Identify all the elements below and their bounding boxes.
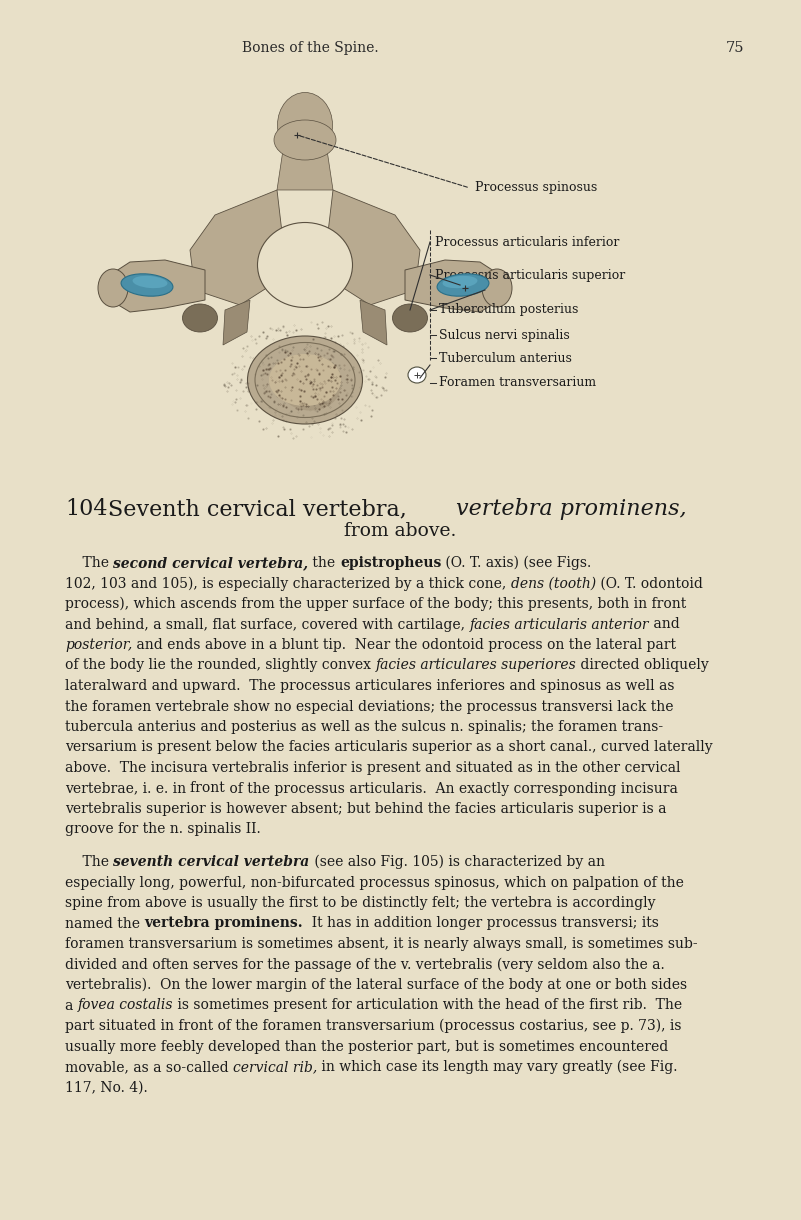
Text: It has in addition longer processus transversi; its: It has in addition longer processus tran…: [303, 916, 659, 931]
Text: process), which ascends from the upper surface of the body; this presents, both : process), which ascends from the upper s…: [65, 597, 686, 611]
Text: spine from above is usually the first to be distinctly felt; the vertebra is acc: spine from above is usually the first to…: [65, 895, 655, 910]
Text: (O. T. axis) (see Figs.: (O. T. axis) (see Figs.: [441, 556, 592, 571]
Ellipse shape: [269, 354, 341, 406]
Text: vertebrae, i. e. in: vertebrae, i. e. in: [65, 782, 191, 795]
Text: divided and often serves for the passage of the v. vertebralis (very seldom also: divided and often serves for the passage…: [65, 958, 665, 972]
Text: Processus articularis inferior: Processus articularis inferior: [435, 235, 619, 249]
Text: movable, as a so-called: movable, as a so-called: [65, 1060, 233, 1074]
Text: Processus articularis superior: Processus articularis superior: [435, 268, 626, 282]
Text: cervical rib,: cervical rib,: [233, 1060, 317, 1074]
Ellipse shape: [408, 367, 426, 383]
Text: Sulcus nervi spinalis: Sulcus nervi spinalis: [439, 328, 570, 342]
Text: fovea costalis: fovea costalis: [78, 998, 173, 1013]
Text: The: The: [65, 855, 114, 869]
Polygon shape: [223, 300, 250, 345]
Text: vertebralis).  On the lower margin of the lateral surface of the body at one or : vertebralis). On the lower margin of the…: [65, 978, 687, 992]
Ellipse shape: [277, 93, 332, 157]
Ellipse shape: [98, 268, 128, 307]
Text: Tuberculum anterius: Tuberculum anterius: [439, 351, 572, 365]
Text: 102, 103 and 105), is especially characterized by a thick cone,: 102, 103 and 105), is especially charact…: [65, 577, 510, 590]
Ellipse shape: [443, 276, 477, 288]
Ellipse shape: [183, 304, 218, 332]
Polygon shape: [323, 190, 420, 305]
Text: second cervical vertebra,: second cervical vertebra,: [114, 556, 308, 570]
Text: is sometimes present for articulation with the head of the first rib.  The: is sometimes present for articulation wi…: [173, 998, 682, 1013]
Text: 104.: 104.: [65, 498, 115, 520]
Ellipse shape: [392, 304, 428, 332]
Text: (see also Fig. 105) is characterized by an: (see also Fig. 105) is characterized by …: [310, 855, 605, 870]
Text: and behind, a small, flat surface, covered with cartilage,: and behind, a small, flat surface, cover…: [65, 617, 469, 632]
Text: and ends above in a blunt tip.  Near the odontoid process on the lateral part: and ends above in a blunt tip. Near the …: [132, 638, 676, 651]
Text: f​r​o​n​t: f​r​o​n​t: [191, 782, 225, 795]
Text: dens (tooth): dens (tooth): [510, 577, 596, 590]
Text: and: and: [649, 617, 679, 632]
Text: a: a: [65, 998, 78, 1013]
Polygon shape: [360, 300, 387, 345]
Ellipse shape: [280, 366, 340, 410]
Text: posterior,: posterior,: [65, 638, 132, 651]
Text: vertebra prominens,: vertebra prominens,: [456, 498, 686, 520]
Text: facies articulares superiores: facies articulares superiores: [376, 659, 576, 672]
Text: vertebralis superior is however absent; but behind the facies articularis superi: vertebralis superior is however absent; …: [65, 802, 666, 816]
Text: seventh cervical vertebra: seventh cervical vertebra: [114, 855, 310, 869]
Text: part situated in front of the foramen transversarium (processus costarius, see p: part situated in front of the foramen tr…: [65, 1019, 682, 1033]
Text: vertebra prominens.: vertebra prominens.: [144, 916, 303, 931]
Ellipse shape: [132, 276, 167, 288]
Text: Processus spinosus: Processus spinosus: [475, 182, 598, 194]
Text: foramen transversarium is sometimes absent, it is nearly always small, is someti: foramen transversarium is sometimes abse…: [65, 937, 698, 952]
Text: above.  The incisura vertebralis inferior is present and situated as in the othe: above. The incisura vertebralis inferior…: [65, 761, 681, 775]
Text: in which case its length may vary greatly (see Fig.: in which case its length may vary greatl…: [317, 1060, 678, 1075]
Polygon shape: [405, 260, 500, 312]
Text: epistropheus: epistropheus: [340, 556, 441, 570]
Text: (O. T. odontoid: (O. T. odontoid: [596, 577, 702, 590]
Polygon shape: [110, 260, 205, 312]
Ellipse shape: [248, 336, 363, 425]
Text: usually more feebly developed than the posterior part, but is sometimes encounte: usually more feebly developed than the p…: [65, 1039, 668, 1054]
Text: named the: named the: [65, 916, 144, 931]
Text: Bones of the Spine.: Bones of the Spine.: [242, 41, 378, 55]
Text: lateralward and upward.  The processus articulares inferiores and spinosus as we: lateralward and upward. The processus ar…: [65, 680, 674, 693]
Text: from above.: from above.: [344, 522, 457, 540]
Ellipse shape: [257, 222, 352, 307]
Text: especially long, powerful, non-bifurcated processus spinosus, which on palpation: especially long, powerful, non-bifurcate…: [65, 876, 684, 889]
Text: The: The: [65, 556, 114, 570]
Text: the: the: [308, 556, 340, 570]
Polygon shape: [277, 150, 333, 190]
Ellipse shape: [261, 226, 349, 304]
Text: of the processus articularis.  An exactly corresponding incisura: of the processus articularis. An exactly…: [225, 782, 678, 795]
Text: 75: 75: [726, 41, 744, 55]
Text: of the body lie the rounded, slightly convex: of the body lie the rounded, slightly co…: [65, 659, 376, 672]
Text: 117, No. 4).: 117, No. 4).: [65, 1081, 147, 1094]
Text: Foramen transversarium: Foramen transversarium: [439, 377, 596, 389]
Ellipse shape: [274, 120, 336, 160]
Ellipse shape: [437, 273, 489, 296]
Text: versarium is present below the facies articularis superior as a short canal., cu: versarium is present below the facies ar…: [65, 741, 713, 754]
Polygon shape: [190, 190, 287, 305]
Text: groove for the n. spinalis II.: groove for the n. spinalis II.: [65, 822, 261, 837]
Text: tubercula anterius and posterius as well as the sulcus n. spinalis; the foramen : tubercula anterius and posterius as well…: [65, 720, 663, 734]
Text: facies articularis anterior: facies articularis anterior: [469, 617, 649, 632]
Text: the foramen vertebrale show no especial deviations; the processus transversi lac: the foramen vertebrale show no especial …: [65, 699, 674, 714]
Text: Tuberculum posterius: Tuberculum posterius: [439, 304, 578, 316]
Text: Seventh cervical vertebra,: Seventh cervical vertebra,: [108, 498, 418, 520]
Ellipse shape: [482, 268, 512, 307]
Text: directed obliquely: directed obliquely: [576, 659, 709, 672]
Ellipse shape: [121, 273, 173, 296]
